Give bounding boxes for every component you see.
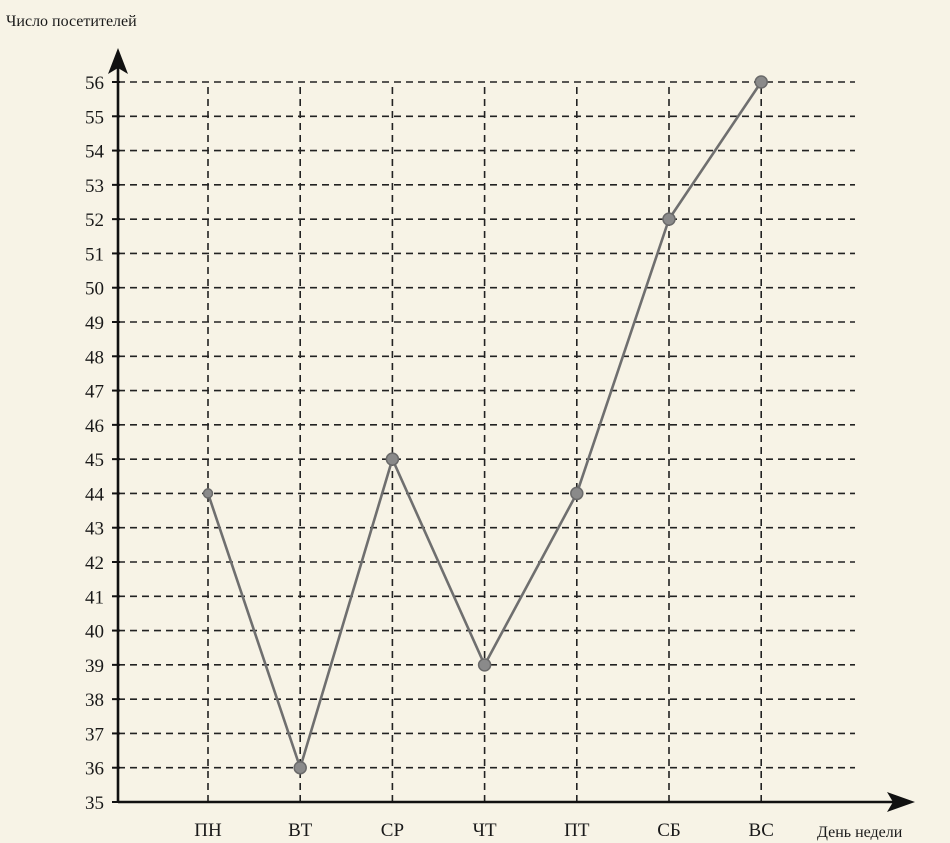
y-tick-label: 38 bbox=[85, 690, 104, 711]
x-axis-arrow bbox=[887, 792, 915, 812]
y-tick-labels: 35 36 37 38 39 40 41 42 43 44 45 46 47 48 49 50 51 52 53 54… bbox=[85, 73, 120, 814]
data-point bbox=[754, 75, 768, 89]
y-tick-label: 51 bbox=[85, 244, 104, 265]
y-tick-label: 50 bbox=[85, 279, 104, 300]
y-tick-label: 55 bbox=[85, 107, 104, 128]
y-axis-arrow bbox=[108, 48, 128, 74]
axes bbox=[108, 48, 915, 812]
y-tick-label: 53 bbox=[85, 176, 104, 197]
data-point bbox=[385, 452, 400, 466]
y-tick-label: 43 bbox=[85, 519, 104, 540]
y-tick-label: 36 bbox=[85, 759, 104, 780]
y-tick-label: 54 bbox=[85, 142, 105, 163]
data-point bbox=[202, 488, 214, 499]
data-point bbox=[570, 486, 584, 501]
x-tick-label: СБ bbox=[657, 820, 681, 841]
y-tick-label: 40 bbox=[85, 622, 104, 643]
y-tick-label: 42 bbox=[85, 553, 104, 574]
y-tick-label: 56 bbox=[85, 73, 104, 94]
data-point bbox=[477, 658, 492, 672]
x-tick-label: СР bbox=[381, 820, 404, 841]
y-tick-label: 37 bbox=[85, 724, 104, 745]
grid bbox=[118, 81, 855, 802]
series bbox=[202, 75, 768, 775]
y-tick-label: 52 bbox=[85, 210, 104, 231]
y-tick-label: 49 bbox=[85, 313, 104, 334]
x-tick-label: ВС bbox=[749, 820, 774, 841]
x-tick-label: ПН bbox=[194, 820, 222, 841]
y-tick-label: 45 bbox=[85, 450, 104, 471]
y-tick-label: 41 bbox=[85, 587, 104, 608]
y-tick-label: 46 bbox=[85, 416, 104, 437]
data-point bbox=[293, 760, 307, 775]
x-axis-title: День недели bbox=[817, 824, 903, 841]
y-tick-label: 44 bbox=[85, 484, 105, 505]
y-tick-label: 39 bbox=[85, 656, 104, 677]
data-point bbox=[662, 212, 676, 226]
y-tick-label: 48 bbox=[85, 347, 104, 368]
x-tick-labels: ПН ВТ СР ЧТ ПТ СБ ВС bbox=[194, 820, 774, 841]
y-axis-title: Число посетителей bbox=[6, 13, 137, 30]
x-tick-label: ВТ bbox=[288, 820, 312, 841]
x-tick-label: ПТ bbox=[564, 820, 590, 841]
y-tick-label: 47 bbox=[85, 382, 104, 403]
x-tick-label: ЧТ bbox=[473, 820, 497, 841]
y-tick-label: 35 bbox=[85, 793, 104, 814]
